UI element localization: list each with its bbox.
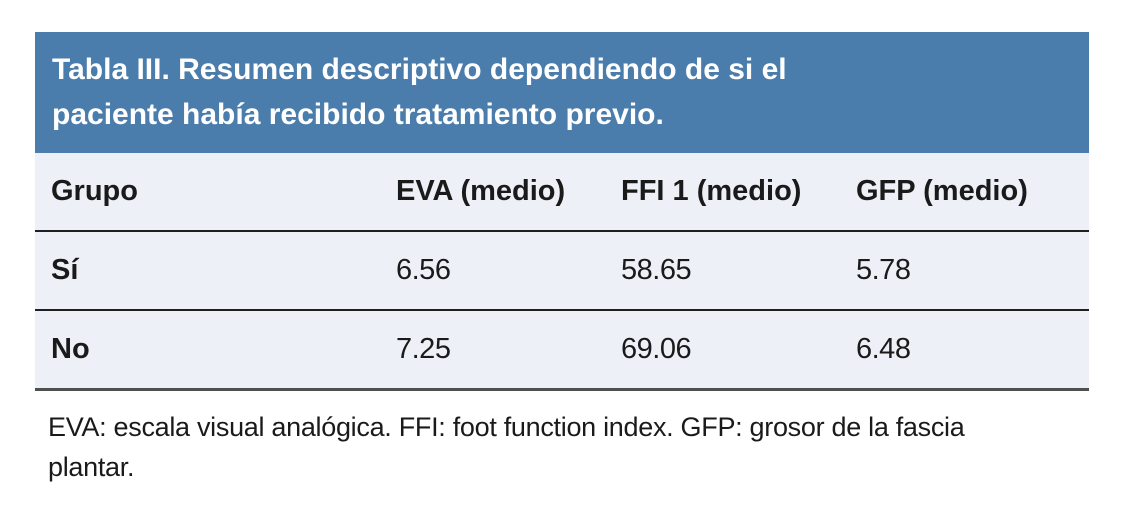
table-footnote: EVA: escala visual analógica. FFI: foot …	[35, 391, 1089, 487]
header-eva: EVA (medio)	[396, 175, 566, 207]
cell-no-grupo: No	[51, 333, 90, 365]
cell-no-eva: 7.25	[396, 333, 451, 365]
table-figure: Tabla III. Resumen descriptivo dependien…	[35, 32, 1089, 487]
footnote-line1: EVA: escala visual analógica. FFI: foot …	[48, 412, 965, 442]
table-row-si: Sí 6.56 58.65 5.78	[35, 231, 1089, 310]
header-gfp: GFP (medio)	[856, 175, 1028, 207]
header-row: Grupo EVA (medio) FFI 1 (medio) GFP (med…	[35, 153, 1089, 231]
cell-no-ffi: 69.06	[621, 333, 692, 365]
cell-si-gfp: 5.78	[856, 254, 911, 286]
header-ffi: FFI 1 (medio)	[621, 175, 802, 207]
table-title-bar: Tabla III. Resumen descriptivo dependien…	[35, 32, 1089, 153]
cell-si-ffi: 58.65	[621, 254, 692, 286]
data-table: Grupo EVA (medio) FFI 1 (medio) GFP (med…	[35, 153, 1089, 391]
header-grupo: Grupo	[51, 175, 138, 207]
cell-si-eva: 6.56	[396, 254, 451, 286]
table-row-no: No 7.25 69.06 6.48	[35, 310, 1089, 390]
cell-si-grupo: Sí	[51, 254, 79, 286]
footnote-line2: plantar.	[48, 452, 135, 482]
table-title-line1: Tabla III. Resumen descriptivo dependien…	[52, 53, 787, 86]
cell-no-gfp: 6.48	[856, 333, 911, 365]
table-title-line2: paciente había recibido tratamiento prev…	[52, 98, 664, 131]
